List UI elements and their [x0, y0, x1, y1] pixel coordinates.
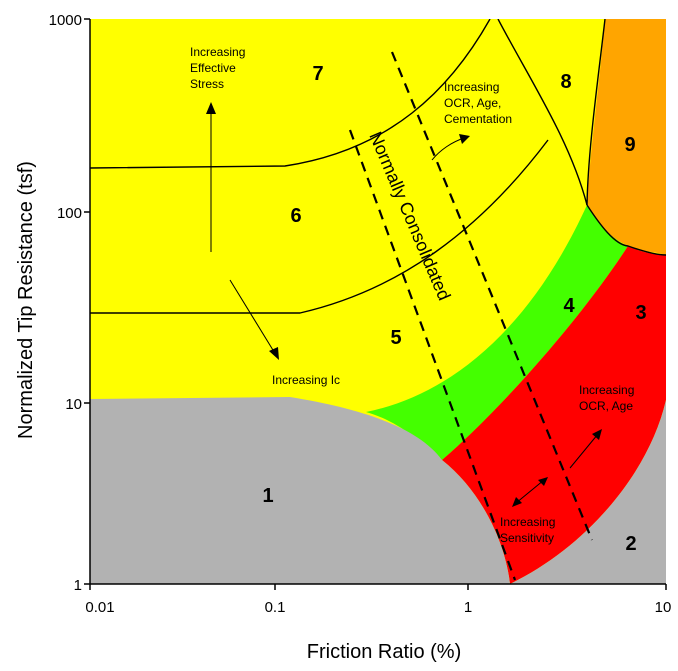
arrow-head — [592, 429, 602, 440]
note-line: OCR, Age, — [444, 96, 501, 110]
x-tick-label: 10 — [655, 599, 672, 616]
arrow-head — [269, 347, 279, 360]
y-tick-label: 10 — [65, 396, 82, 413]
zone-9-area — [587, 19, 666, 255]
ocr-age-note: Increasing OCR, Age — [579, 383, 638, 413]
note-line: Increasing — [190, 45, 245, 59]
x-tick-label: 1 — [464, 599, 472, 616]
note-line: Effective — [190, 61, 236, 75]
arrow-head — [206, 102, 216, 114]
y-tick-label: 1 — [74, 577, 82, 594]
ocr-age-cementation-note: Increasing OCR, Age, Cementation — [444, 80, 512, 126]
zone-label: 1 — [262, 485, 273, 507]
boundary-line — [586, 19, 606, 206]
note-line: Stress — [190, 77, 224, 91]
zone-label: 8 — [560, 71, 571, 93]
note-line: Increasing — [579, 383, 634, 397]
ic-arrow — [229, 279, 277, 356]
boundary-line — [586, 204, 666, 256]
sensitivity-arrow — [515, 479, 545, 504]
x-axis-title: Friction Ratio (%) — [307, 641, 461, 663]
zone-2-area — [510, 400, 666, 584]
y-axis-title: Normalized Tip Resistance (tsf) — [15, 161, 37, 439]
boundary-line — [497, 19, 588, 206]
y-tick-label: 100 — [57, 205, 82, 222]
note-line: Sensitivity — [500, 531, 554, 545]
ocr-age-arrow — [569, 433, 599, 469]
zone-label: 4 — [563, 295, 575, 317]
boundary-line — [90, 139, 549, 314]
increasing-ic-note: Increasing Ic — [272, 373, 340, 387]
zone-1-area — [90, 397, 510, 584]
zone-label: 5 — [390, 327, 401, 349]
boundary-line — [90, 19, 491, 169]
zone-4-area — [366, 205, 628, 460]
zone-label: 2 — [625, 533, 636, 555]
y-tick-label: 1000 — [49, 12, 82, 29]
arrow-head — [538, 477, 548, 486]
note-line: Increasing — [444, 80, 499, 94]
nc-dashed-line-left — [348, 129, 517, 581]
arrow-head — [512, 497, 522, 507]
arrow-head — [459, 134, 470, 144]
note-line: Increasing — [500, 515, 555, 529]
nc-dashed-line-right — [390, 51, 594, 541]
zone-label: 9 — [624, 134, 635, 156]
note-line: OCR, Age — [579, 399, 633, 413]
x-tick-label: 0.1 — [265, 599, 286, 616]
note-line: Cementation — [444, 112, 512, 126]
x-tick-label: 0.01 — [85, 599, 114, 616]
zone-3-area — [442, 246, 666, 584]
effective-stress-note: Increasing Effective Stress — [190, 45, 249, 91]
zone-label: 3 — [635, 302, 646, 324]
zone-label: 7 — [312, 63, 323, 85]
zone-label: 6 — [290, 205, 301, 227]
sensitivity-note: Increasing Sensitivity — [500, 515, 559, 545]
